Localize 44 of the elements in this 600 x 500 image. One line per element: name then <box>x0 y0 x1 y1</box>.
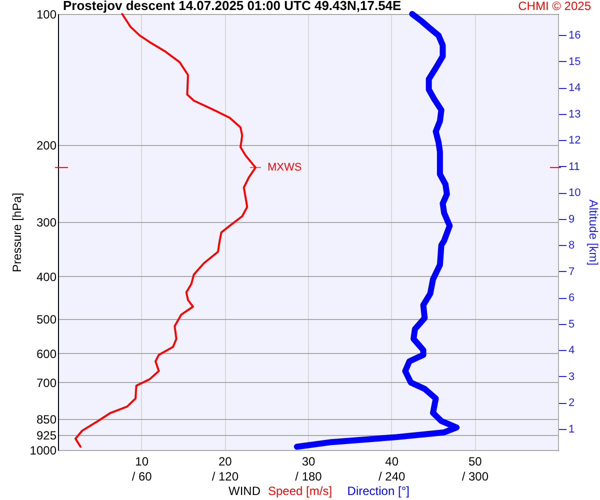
x-tick-label: 10 <box>135 454 149 468</box>
x-axis-title: WIND <box>228 484 261 498</box>
x2-tick-label: / 120 <box>212 470 239 484</box>
y-tick-label: 600 <box>36 346 57 361</box>
x-tick-label: 30 <box>302 454 316 468</box>
y-tick-label: 300 <box>36 216 57 230</box>
y-tick-label: 700 <box>36 376 57 390</box>
text: CHMI © 2025 <box>518 0 592 13</box>
y-tick-label: 925 <box>36 428 57 443</box>
y-axis-title: Pressure [hPa] <box>10 192 24 272</box>
x2-tick-label: / 60 <box>132 470 152 484</box>
y2-tick-label: 13 <box>568 108 581 120</box>
x-tick-label: 50 <box>468 454 482 468</box>
y2-tick-label: 8 <box>568 240 575 252</box>
y-tick-label: 100 <box>36 8 57 22</box>
y2-tick-label: 11 <box>568 160 580 173</box>
y2-tick-label: 1 <box>568 423 575 436</box>
annotation: MXWS <box>268 162 302 174</box>
y2-tick-label: 4 <box>568 344 575 357</box>
x-tick-label: 20 <box>218 454 232 468</box>
x-tick-label: 40 <box>385 454 399 468</box>
y-tick-label: 1000 <box>30 444 57 458</box>
y2-tick-label: 2 <box>568 397 575 410</box>
y2-tick-label: 12 <box>568 134 581 147</box>
text: Speed [m/s] <box>268 484 332 498</box>
text: Direction [°] <box>347 484 410 498</box>
y2-tick-label: 9 <box>568 213 575 226</box>
y-tick-label: 850 <box>36 412 57 427</box>
y2-tick-label: 6 <box>568 292 575 304</box>
y2-tick-label: 7 <box>568 266 575 278</box>
x2-tick-label: / 240 <box>378 470 406 484</box>
y-tick-label: 400 <box>36 270 57 284</box>
x2-tick-label: / 180 <box>295 470 322 484</box>
y-tick-label: 200 <box>36 138 57 153</box>
y-tick-label: 500 <box>36 312 57 326</box>
y2-tick-label: 15 <box>568 56 581 68</box>
y2-axis-title: Altitude [km] <box>586 199 600 266</box>
y2-tick-label: 5 <box>568 318 575 330</box>
y2-tick-label: 16 <box>568 30 581 42</box>
y2-tick-label: 3 <box>568 370 575 383</box>
y2-tick-label: 10 <box>568 187 581 200</box>
x2-tick-label: / 300 <box>462 470 489 484</box>
chart-title: Prostejov descent 14.07.2025 01:00 UTC 49.43N,17.54E <box>63 0 402 13</box>
y2-tick-label: 14 <box>568 82 581 94</box>
